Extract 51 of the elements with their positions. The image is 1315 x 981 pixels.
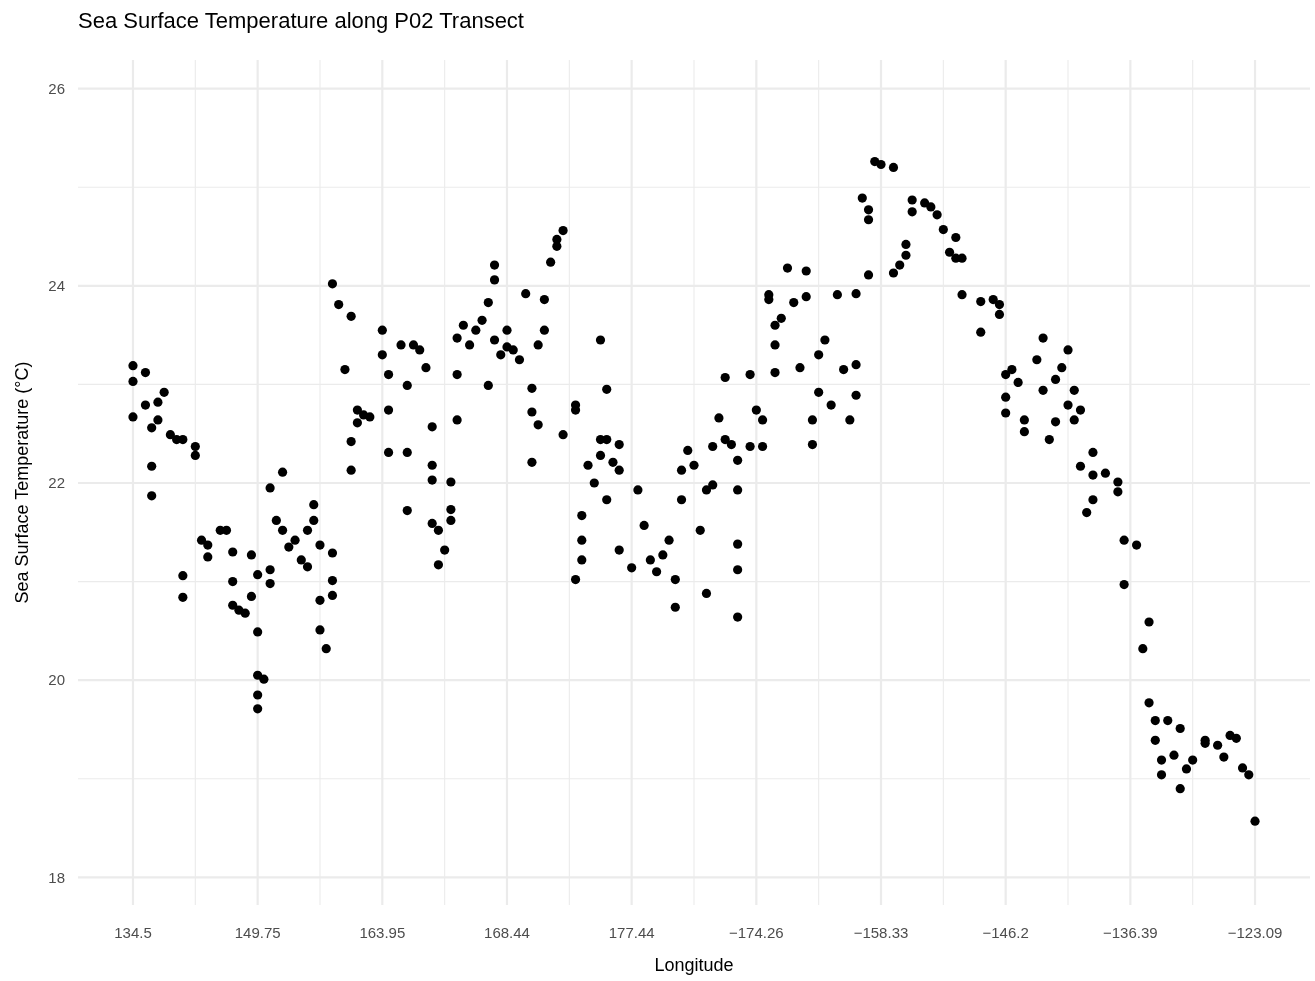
point: [327, 548, 338, 558]
y-tick-label: 24: [48, 277, 65, 295]
point: [527, 383, 537, 393]
x-tick-label: 134.5: [114, 924, 152, 941]
point: [733, 565, 743, 575]
x-tick-label: −158.33: [853, 924, 909, 941]
y-tick-label: 20: [48, 671, 65, 689]
point: [427, 475, 437, 485]
point: [614, 545, 624, 555]
point: [446, 515, 456, 526]
point: [228, 600, 238, 610]
point: [1001, 392, 1011, 402]
x-tick-label: 177.44: [608, 924, 655, 941]
point: [178, 592, 188, 602]
point: [253, 704, 263, 714]
point: [489, 335, 500, 345]
x-axis-title: Longitude: [654, 955, 734, 975]
point: [427, 518, 437, 529]
x-tick-label: 163.95: [359, 924, 406, 941]
x-tick-label: −174.26: [729, 924, 784, 941]
point: [733, 485, 743, 495]
x-tick-label: 149.75: [234, 924, 281, 941]
chart-title: Sea Surface Temperature along P02 Transect: [78, 8, 524, 33]
point: [733, 612, 743, 622]
point: [147, 461, 157, 471]
point: [577, 510, 587, 521]
x-tick-label: −146.2: [982, 924, 1029, 941]
point: [253, 690, 263, 700]
point: [402, 506, 412, 516]
y-tick-label: 18: [48, 868, 65, 886]
x-tick-label: −123.09: [1227, 924, 1283, 941]
y-axis-title: Sea Surface Temperature (°C): [12, 361, 32, 604]
point: [851, 289, 861, 299]
point: [346, 436, 356, 447]
y-tick-label: 26: [48, 79, 65, 97]
point: [452, 333, 462, 343]
point: [863, 270, 874, 280]
point: [602, 435, 612, 445]
point: [315, 595, 325, 605]
x-tick-label: 168.44: [484, 924, 530, 941]
point: [595, 335, 606, 345]
point: [327, 279, 338, 289]
point: [128, 412, 138, 422]
point: [383, 405, 394, 415]
point: [265, 483, 275, 493]
point: [570, 575, 581, 585]
y-tick-label: 22: [48, 474, 65, 492]
x-tick-label: −136.39: [1103, 924, 1158, 941]
point: [1088, 470, 1098, 480]
point: [770, 367, 780, 378]
point: [253, 670, 263, 680]
